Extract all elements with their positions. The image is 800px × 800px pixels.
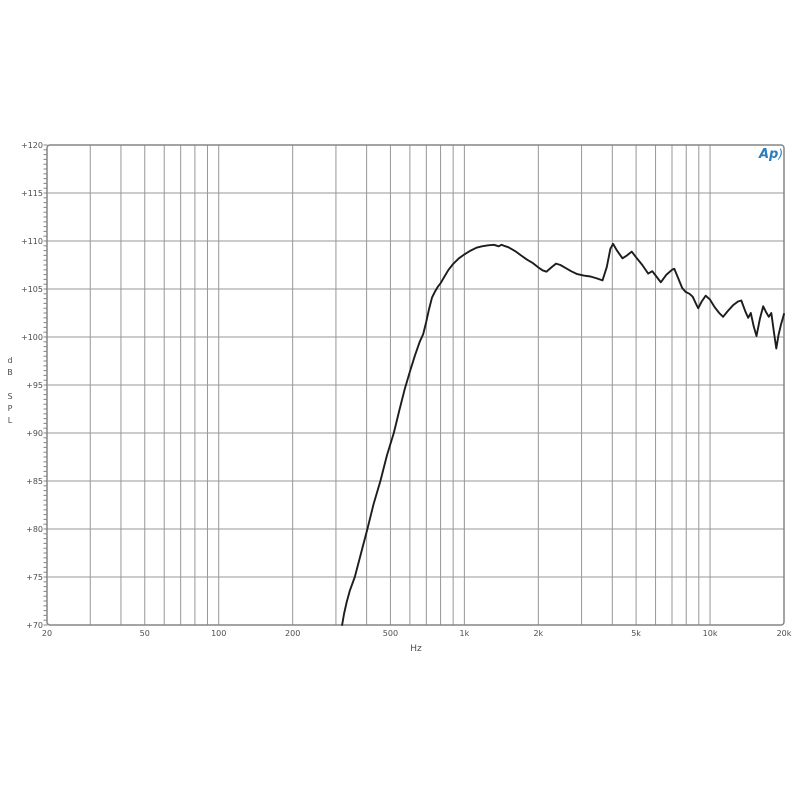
y-tick-label: +120 bbox=[21, 140, 43, 150]
y-tick-label: +95 bbox=[26, 380, 43, 390]
x-tick-label: 5k bbox=[631, 629, 641, 638]
y-tick-label: +90 bbox=[26, 428, 43, 438]
x-tick-label: 2k bbox=[533, 629, 544, 638]
y-tick-label: +75 bbox=[26, 572, 43, 582]
x-tick-label: 10k bbox=[702, 629, 718, 638]
y-tick-label: +70 bbox=[26, 620, 43, 630]
x-tick-label: 20k bbox=[776, 629, 792, 638]
y-tick-label: +110 bbox=[21, 236, 43, 246]
x-tick-label: 50 bbox=[139, 629, 150, 638]
x-tick-label: 20 bbox=[41, 629, 53, 638]
ap-logo-arc: ) bbox=[778, 147, 783, 161]
x-axis-title: Hz bbox=[410, 644, 422, 654]
y-tick-label: +80 bbox=[26, 524, 43, 534]
y-tick-label: +115 bbox=[21, 188, 43, 198]
y-tick-label: +85 bbox=[26, 476, 43, 486]
y-tick-label: +100 bbox=[21, 332, 43, 342]
plot-frame bbox=[46, 144, 785, 626]
x-tick-label: 1k bbox=[459, 629, 470, 638]
y-axis-title: d B S P L bbox=[7, 356, 13, 425]
y-tick-label: +105 bbox=[21, 284, 43, 294]
x-tick-label: 200 bbox=[285, 629, 301, 638]
ap-logo-text: Ap bbox=[758, 147, 779, 162]
ap-logo: Ap) bbox=[748, 145, 783, 163]
x-tick-label: 100 bbox=[211, 629, 227, 638]
response-curve bbox=[341, 242, 785, 626]
x-tick-label: 500 bbox=[382, 629, 399, 638]
